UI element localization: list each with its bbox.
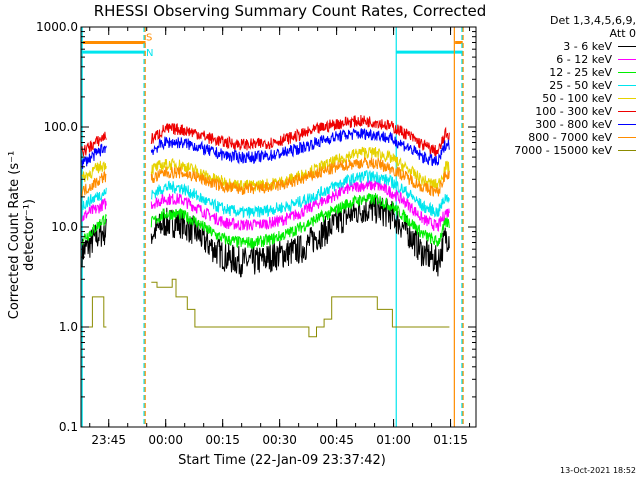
legend-label: 800 - 7000 keV <box>528 131 612 144</box>
x-tick-label: 00:00 <box>148 433 183 447</box>
series-50-100-kev <box>150 146 450 192</box>
y-tick-label: 10.0 <box>51 220 78 234</box>
legend-item: 100 - 300 keV <box>486 105 636 118</box>
legend-header-line-1: Det 1,3,4,5,6,9, <box>549 14 636 27</box>
series-100-300-kev <box>81 131 107 157</box>
series-800-7000-kev <box>150 157 450 197</box>
legend-swatch <box>618 71 636 74</box>
series-300-800-kev <box>81 143 107 170</box>
legend: Det 1,3,4,5,6,9, Att 0 3 - 6 keV 6 - 12 k… <box>486 14 636 157</box>
x-tick-label: 01:15 <box>433 433 468 447</box>
legend-item: 50 - 100 keV <box>486 92 636 105</box>
legend-swatch <box>618 97 636 100</box>
y-tick-label: 1000.0 <box>36 20 78 34</box>
x-tick-label: 23:45 <box>91 433 126 447</box>
legend-label: 100 - 300 keV <box>535 105 612 118</box>
legend-label: 7000 - 15000 keV <box>514 144 612 157</box>
series-6-12-kev <box>81 198 107 222</box>
x-tick-label: 01:00 <box>376 433 411 447</box>
series-100-300-kev <box>150 114 450 157</box>
legend-swatch <box>618 110 636 113</box>
legend-label: 50 - 100 keV <box>542 92 612 105</box>
series-7000-15000-kev <box>82 296 107 328</box>
legend-item: 7000 - 15000 keV <box>486 144 636 157</box>
legend-swatch <box>618 136 636 139</box>
legend-label: 6 - 12 keV <box>556 53 612 66</box>
legend-swatch <box>618 45 636 48</box>
series-12-25-kev <box>81 214 107 246</box>
x-axis-label: Start Time (22-Jan-09 23:37:42) <box>178 453 386 468</box>
flag-label-s: S <box>146 32 152 43</box>
series-layer <box>81 114 450 338</box>
legend-item: 12 - 25 keV <box>486 66 636 79</box>
legend-label: 3 - 6 keV <box>563 40 612 53</box>
x-tick-label: 00:45 <box>319 433 354 447</box>
legend-swatch <box>618 149 636 152</box>
series-50-100-kev <box>81 160 107 183</box>
timestamp: 13-Oct-2021 18:52 <box>560 466 636 475</box>
y-tick-label: 1.0 <box>59 320 78 334</box>
y-axis-label: Corrected Count Rate (s⁻¹ detector⁻¹) <box>7 150 37 320</box>
legend-label: 25 - 50 keV <box>549 79 612 92</box>
legend-swatch <box>618 58 636 61</box>
series-800-7000-kev <box>81 170 107 197</box>
series-25-50-kev <box>81 187 107 211</box>
legend-swatch <box>618 84 636 87</box>
series-6-12-kev <box>150 179 450 232</box>
series-25-50-kev <box>150 169 450 219</box>
flags-layer: SN <box>81 32 463 59</box>
series-300-800-kev <box>150 128 450 167</box>
axes-layer: 0.1 1.0 10.0 100.0 1000.0 23:45 00:00 00:15 00:3… <box>36 20 477 447</box>
legend-label: 12 - 25 keV <box>549 66 612 79</box>
legend-item: 800 - 7000 keV <box>486 131 636 144</box>
legend-item: 3 - 6 keV <box>486 40 636 53</box>
y-tick-label: 0.1 <box>59 420 78 434</box>
legend-items: 3 - 6 keV 6 - 12 keV 12 - 25 keV 25 - 50 ke… <box>486 40 636 157</box>
series-7000-15000-kev <box>151 278 450 338</box>
chart-title: RHESSI Observing Summary Count Rates, Co… <box>93 2 487 20</box>
x-tick-label: 00:30 <box>262 433 297 447</box>
flag-label-n: N <box>146 48 153 59</box>
legend-header-line-2: Att 0 <box>609 27 636 40</box>
legend-swatch <box>618 123 636 126</box>
legend-item: 6 - 12 keV <box>486 53 636 66</box>
legend-item: 300 - 800 keV <box>486 118 636 131</box>
y-tick-label: 100.0 <box>44 120 78 134</box>
series-3-6-kev <box>81 218 107 268</box>
legend-item: 25 - 50 keV <box>486 79 636 92</box>
series-12-25-kev <box>150 193 450 250</box>
series-3-6-kev <box>150 194 450 278</box>
x-tick-label: 00:15 <box>205 433 240 447</box>
legend-label: 300 - 800 keV <box>535 118 612 131</box>
